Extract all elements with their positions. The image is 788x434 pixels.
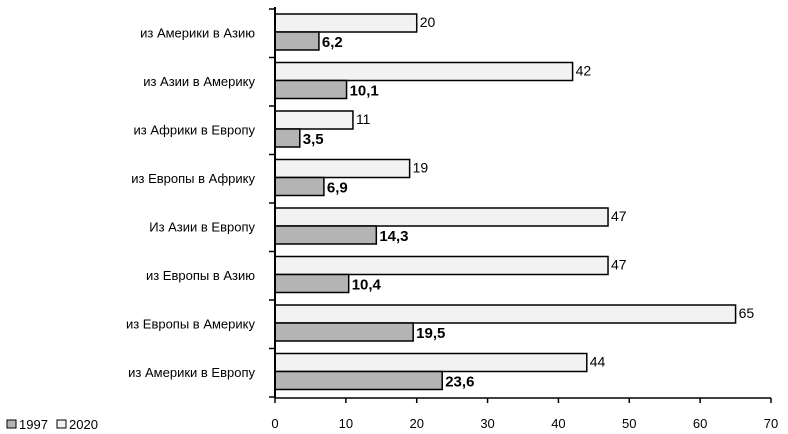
bar-1997 [274,273,350,294]
data-label-2020: 19 [413,160,429,176]
bar-2020 [274,13,418,33]
legend-swatch-2020 [56,419,67,429]
bar-2020 [274,61,574,82]
x-tick-label: 30 [480,416,494,431]
bar-2020 [274,158,411,179]
bars-layer: 20 6,2 42 10,1 11 3,5 19 6,9 47 14,3 47 10,4 65 19,5 4… [274,13,755,391]
x-tick-label: 60 [693,416,707,431]
data-label-1997: 6,9 [327,180,348,197]
category-label: из Америки в Европу [128,365,255,380]
data-label-2020: 42 [576,63,592,79]
data-label-2020: 44 [590,354,606,370]
bar-1997 [274,370,443,391]
x-tick-label: 50 [622,416,636,431]
x-tick-label: 40 [551,416,565,431]
bar-2020 [274,110,354,130]
bar-2020 [274,255,609,276]
category-label: из Европы в Америку [126,316,256,331]
legend-label-2020: 2020 [69,417,98,432]
legend: 1997 2020 [6,417,98,432]
data-label-2020: 65 [739,305,755,321]
data-label-1997: 14,3 [379,228,408,245]
category-label: из Америки в Азию [140,25,255,40]
legend-swatch-1997 [6,419,17,429]
bar-2020 [274,352,588,373]
data-label-2020: 20 [420,14,436,30]
data-label-2020: 11 [356,111,371,127]
bar-1997 [274,31,320,51]
category-label: из Азии в Америку [143,74,255,89]
data-label-2020: 47 [611,257,627,273]
axes [269,7,772,403]
bar-1997 [274,128,301,148]
data-label-1997: 3,5 [303,131,324,148]
category-label: из Европы в Африку [131,171,255,186]
bar-2020 [274,304,737,324]
x-tick-label: 70 [764,416,778,431]
bar-1997 [274,322,414,342]
category-label: Из Азии в Европу [149,219,255,234]
data-label-1997: 19,5 [416,325,445,342]
bar-2020 [274,207,609,227]
data-label-1997: 6,2 [322,34,343,51]
data-label-2020: 47 [611,208,627,224]
x-tick-label: 10 [339,416,353,431]
data-label-1997: 23,6 [445,374,474,391]
bar-1997 [274,79,348,100]
data-label-1997: 10,1 [350,83,379,100]
data-label-1997: 10,4 [352,277,382,294]
category-label: из Европы в Азию [146,268,255,283]
x-tick-label: 20 [409,416,423,431]
x-tick-labels: 0 10 20 30 40 50 60 70 [271,416,778,431]
legend-label-1997: 1997 [19,417,48,432]
bar-1997 [274,176,325,197]
bar-1997 [274,225,378,245]
x-tick-label: 0 [271,416,278,431]
category-labels: из Америки в Азию из Азии в Америку из Афр… [126,25,256,380]
category-label: из Африки в Европу [134,122,256,137]
